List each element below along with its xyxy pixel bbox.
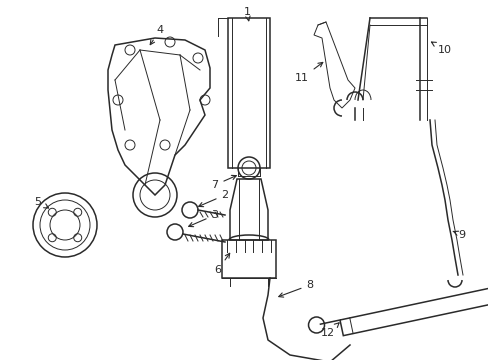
Text: 10: 10 [430, 42, 451, 55]
Text: 9: 9 [452, 230, 465, 240]
Text: 7: 7 [211, 175, 236, 190]
Bar [227, 18, 269, 168]
Text: 6: 6 [214, 253, 229, 275]
Text: 5: 5 [35, 197, 48, 208]
Text: 2: 2 [198, 190, 228, 207]
Bar [222, 240, 275, 278]
Text: 4: 4 [150, 25, 163, 45]
Text: 11: 11 [294, 62, 322, 83]
Text: 8: 8 [278, 280, 313, 297]
Text: 3: 3 [188, 210, 218, 227]
Text: 1: 1 [243, 7, 250, 21]
Text: 12: 12 [320, 323, 338, 338]
